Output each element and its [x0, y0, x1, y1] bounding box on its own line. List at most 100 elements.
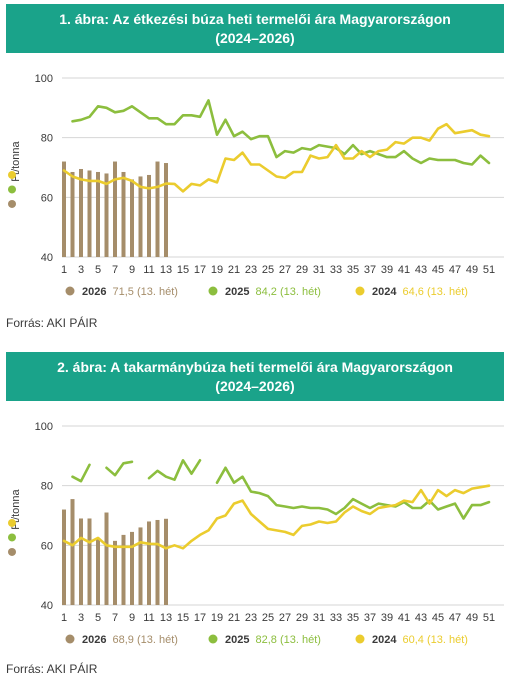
x-tick-label: 17 — [194, 612, 206, 624]
legend-marker-2025 — [208, 286, 218, 296]
x-tick-label: 49 — [466, 264, 478, 276]
x-tick-label: 47 — [449, 612, 461, 624]
bar-2026-week-10 — [138, 176, 143, 257]
legend-dot-2026 — [8, 199, 16, 208]
x-tick-label: 45 — [432, 264, 444, 276]
x-tick-label: 9 — [129, 264, 135, 276]
y-tick-label: 60 — [41, 540, 53, 552]
x-tick-label: 11 — [143, 612, 154, 624]
x-tick-label: 49 — [466, 612, 478, 624]
legend-marker-2026 — [65, 634, 75, 644]
x-tick-label: 19 — [211, 264, 223, 276]
x-tick-label: 23 — [245, 612, 257, 624]
legend-dot-2025 — [8, 533, 16, 542]
x-tick-label: 11 — [143, 264, 154, 276]
x-tick-label: 35 — [347, 264, 359, 276]
legend-series-name: 2026 — [82, 286, 106, 298]
x-tick-label: 19 — [211, 612, 223, 624]
legend-marker-2026 — [65, 286, 75, 296]
legend-series-note: 71,5 (13. hét) — [112, 286, 177, 298]
x-tick-label: 21 — [228, 264, 240, 276]
x-tick-label: 37 — [364, 264, 376, 276]
x-tick-label: 43 — [415, 612, 427, 624]
bar-2026-week-2 — [70, 171, 75, 257]
legend-dot-2024 — [8, 170, 16, 179]
bar-2026-week-8 — [121, 534, 126, 605]
legend-series-note: 84,2 (13. hét) — [255, 286, 320, 298]
legend-marker-2024 — [355, 286, 365, 296]
chart-title-line1: 2. ábra: A takarmánybúza heti termelői á… — [57, 359, 453, 375]
legend-dot-2026 — [8, 547, 16, 556]
x-tick-label: 17 — [194, 264, 206, 276]
legend-series-name: 2024 — [372, 286, 397, 298]
x-tick-label: 51 — [483, 612, 495, 624]
bar-2026-week-4 — [87, 518, 92, 605]
legend-entry-2025: 2025 82,8 (13. hét) — [225, 634, 321, 646]
x-tick-label: 9 — [129, 612, 135, 624]
y-tick-label: 100 — [35, 73, 53, 85]
x-tick-label: 29 — [296, 264, 308, 276]
x-tick-label: 25 — [262, 264, 274, 276]
x-tick-label: 23 — [245, 264, 257, 276]
x-tick-label: 51 — [483, 264, 495, 276]
legend-series-name: 2024 — [372, 634, 397, 646]
legend-marker-2024 — [355, 634, 365, 644]
bar-2026-week-11 — [147, 174, 151, 257]
x-tick-label: 25 — [262, 612, 274, 624]
bar-2026-week-9 — [130, 531, 134, 605]
x-tick-label: 1 — [61, 264, 67, 276]
x-tick-label: 43 — [415, 264, 427, 276]
x-tick-label: 5 — [95, 264, 101, 276]
x-tick-label: 13 — [160, 612, 172, 624]
x-tick-label: 41 — [398, 612, 410, 624]
legend-series-note: 64,6 (13. hét) — [402, 286, 467, 298]
x-tick-label: 31 — [313, 612, 325, 624]
y-tick-label: 40 — [41, 600, 53, 612]
x-tick-label: 39 — [381, 264, 393, 276]
bar-2026-week-1 — [62, 161, 66, 257]
bar-2026-week-9 — [130, 179, 134, 257]
x-tick-label: 15 — [177, 264, 189, 276]
legend-series-note: 68,9 (13. hét) — [112, 634, 177, 646]
bar-2026-week-8 — [121, 171, 126, 257]
x-tick-label: 27 — [279, 612, 291, 624]
x-tick-label: 39 — [381, 612, 393, 624]
chart-title-banner-1: 1. ábra: Az étkezési búza heti termelői … — [6, 4, 504, 53]
bar-2026-week-6 — [104, 173, 109, 257]
legend-marker-2025 — [208, 634, 218, 644]
source-note-1: Forrás: AKI PÁIR — [6, 316, 98, 330]
bar-2026-week-7 — [113, 161, 117, 257]
legend-entry-2026: 2026 71,5 (13. hét) — [82, 286, 178, 298]
legend-entry-2024: 2024 64,6 (13. hét) — [372, 286, 468, 298]
x-tick-label: 21 — [228, 612, 240, 624]
bar-2026-week-1 — [62, 509, 66, 605]
bar-2026-week-13 — [164, 518, 168, 605]
legend-series-name: 2026 — [82, 634, 106, 646]
bar-2026-week-6 — [104, 512, 109, 605]
legend-dot-2025 — [8, 185, 16, 194]
legend-entry-2025: 2025 84,2 (13. hét) — [225, 286, 321, 298]
x-tick-label: 33 — [330, 612, 342, 624]
y-tick-label: 40 — [41, 252, 53, 264]
x-tick-label: 35 — [347, 612, 359, 624]
x-tick-label: 15 — [177, 612, 189, 624]
x-tick-label: 45 — [432, 612, 444, 624]
series-line-2025 — [71, 99, 491, 166]
chart-title-line2: (2024–2026) — [215, 378, 295, 394]
x-tick-label: 41 — [398, 264, 410, 276]
x-tick-label: 7 — [112, 612, 118, 624]
legend-series-name: 2025 — [225, 634, 249, 646]
chart-title-line1: 1. ábra: Az étkezési búza heti termelői … — [59, 11, 451, 27]
source-note-2: Forrás: AKI PÁIR — [6, 662, 98, 676]
bar-2026-week-3 — [79, 518, 83, 605]
series-line-2025 — [71, 459, 491, 520]
legend-series-note: 82,8 (13. hét) — [255, 634, 320, 646]
x-tick-label: 3 — [78, 264, 84, 276]
x-tick-label: 29 — [296, 612, 308, 624]
x-tick-label: 33 — [330, 264, 342, 276]
bar-2026-week-12 — [155, 161, 160, 257]
x-tick-label: 7 — [112, 264, 118, 276]
y-tick-label: 80 — [41, 481, 53, 493]
x-tick-label: 37 — [364, 612, 376, 624]
